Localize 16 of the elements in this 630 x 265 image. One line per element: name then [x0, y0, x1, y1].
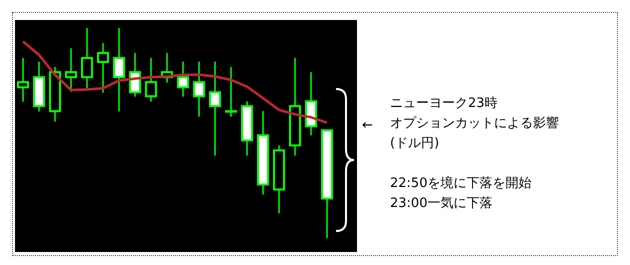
candlestick — [97, 42, 109, 94]
candlestick — [193, 60, 205, 118]
text: オプションカットによる影響 — [390, 115, 559, 133]
candlestick — [145, 57, 157, 102]
text: (ドル円) — [390, 135, 440, 153]
candlestick — [81, 27, 93, 90]
text: ニューヨーク23時 — [390, 95, 499, 113]
candlestick — [225, 66, 237, 118]
candlestick — [65, 47, 77, 92]
candlestick — [209, 60, 221, 156]
text: 23:00一気に下落 — [390, 195, 494, 213]
candlestick — [129, 52, 141, 98]
candlestick — [177, 60, 189, 98]
candlestick — [113, 27, 125, 112]
text: 22:50を境に下落を開始 — [390, 175, 532, 193]
text: ← — [362, 118, 373, 133]
